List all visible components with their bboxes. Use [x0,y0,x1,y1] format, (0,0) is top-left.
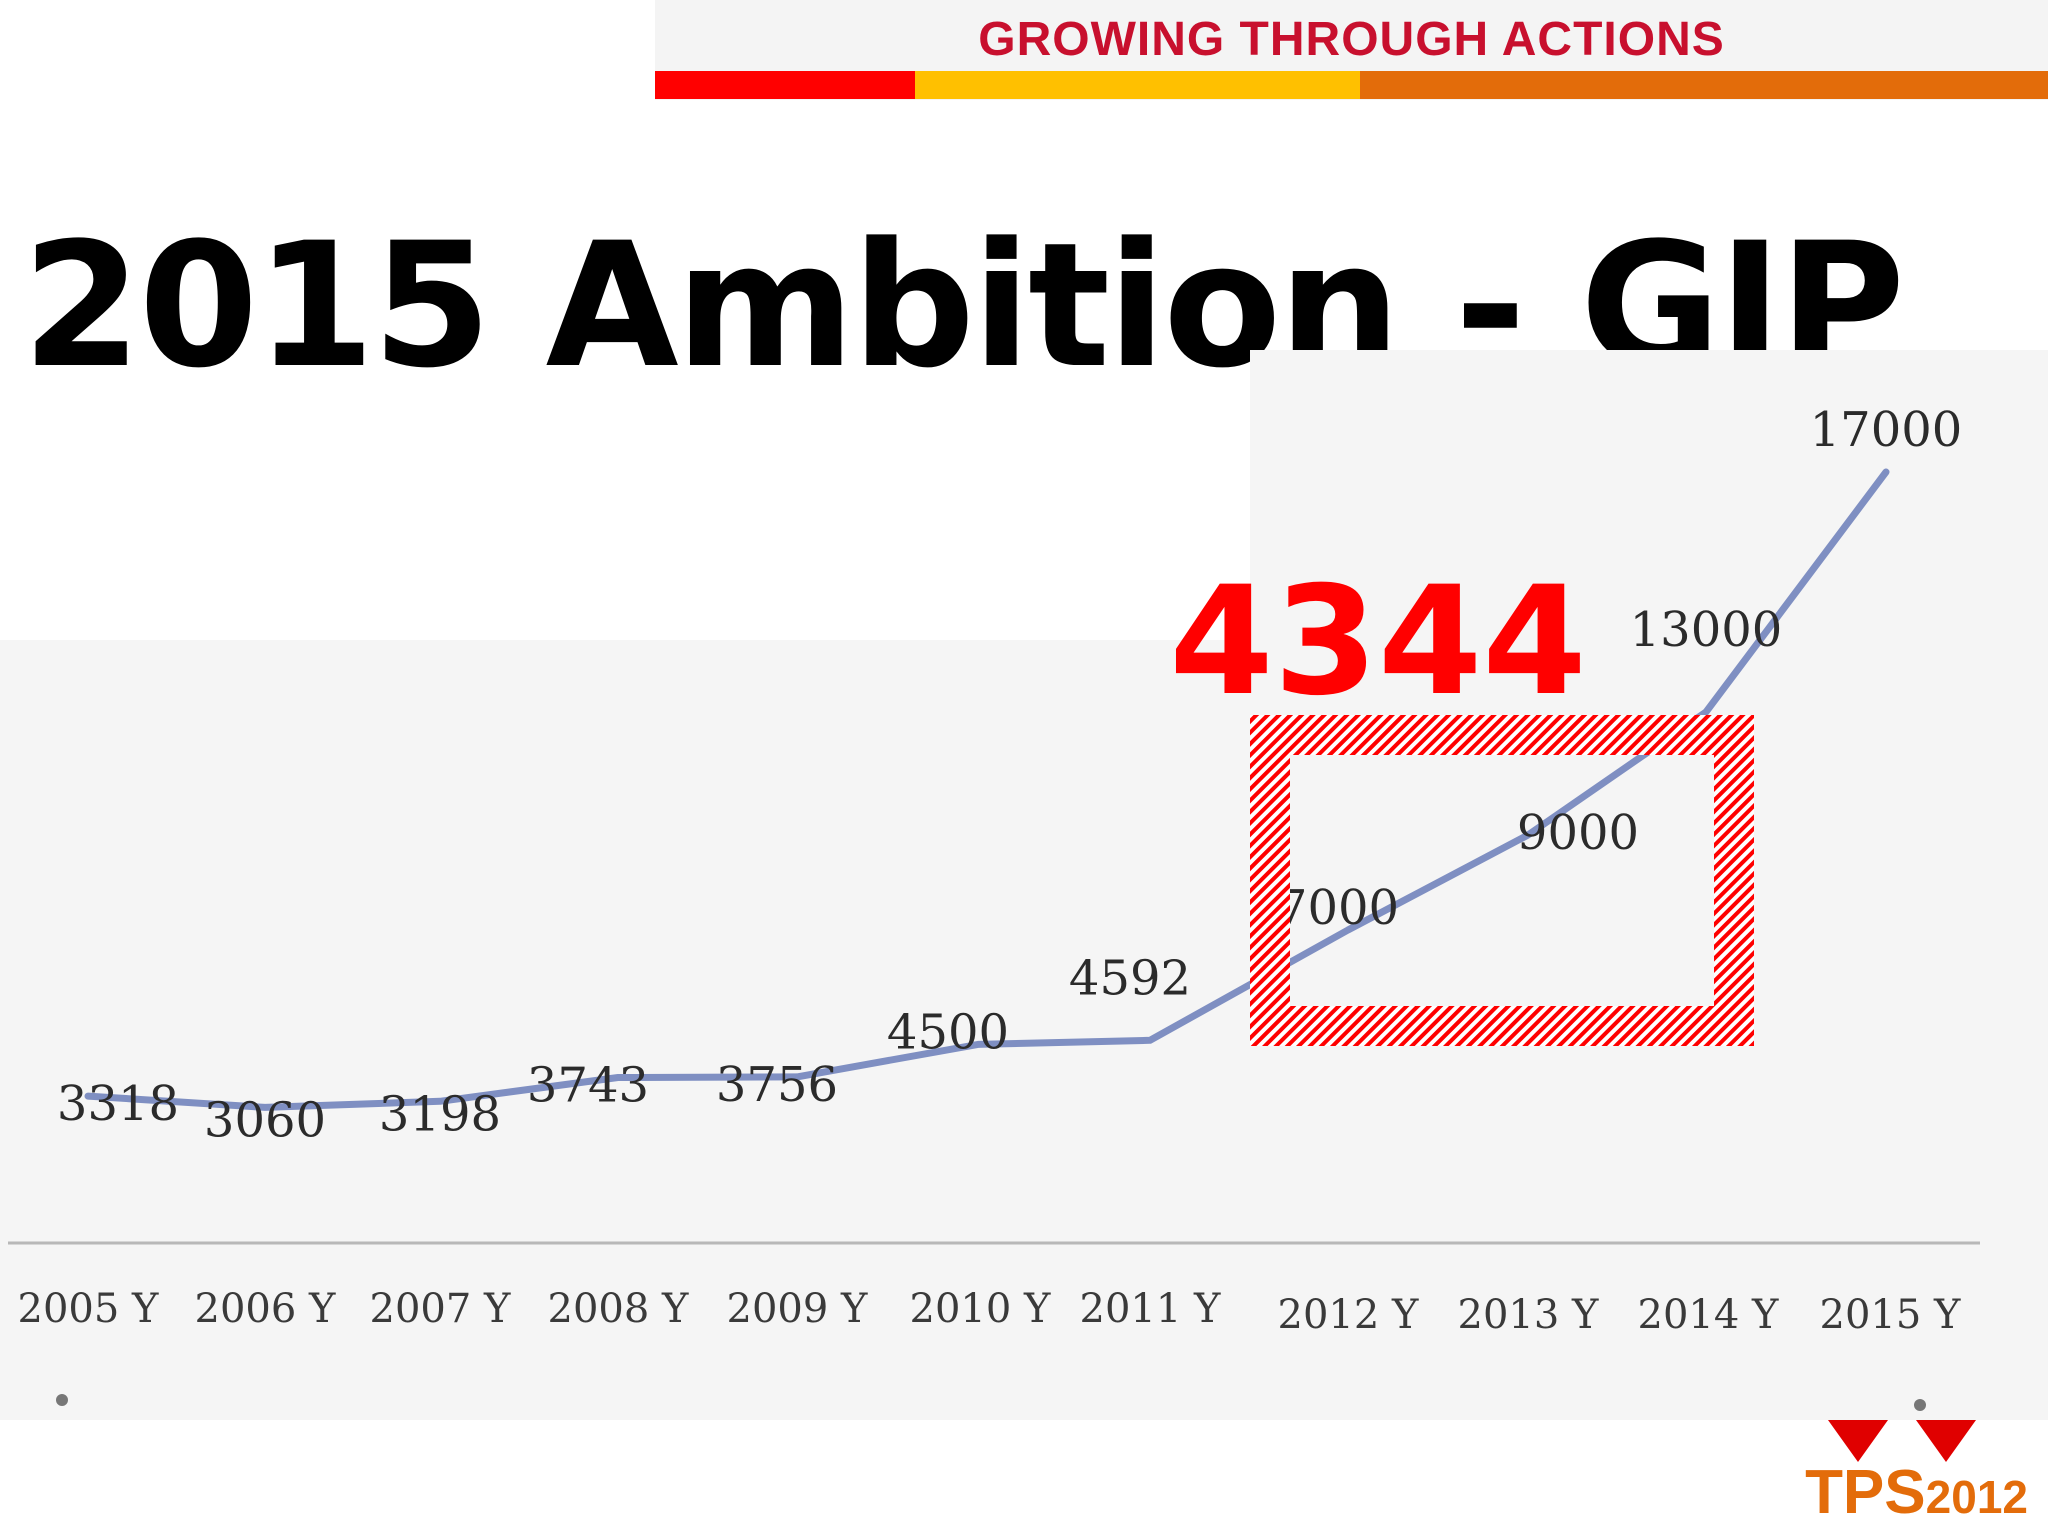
banner-title: GROWING THROUGH ACTIONS [978,13,1725,66]
data-point [1704,710,1708,714]
data-label: 4500 [887,1004,1009,1060]
highlight-value: 4344 [1169,555,1586,729]
bullet-dot-left [56,1394,68,1406]
data-point [1526,833,1530,837]
data-point [1884,470,1888,474]
x-tick-label: 2009 Y [727,1286,869,1332]
tps-logo: TPS2012 [1805,1408,2028,1528]
data-point [86,1094,90,1099]
bullet-dot-right [1914,1399,1926,1411]
stripe-orange [1360,71,2048,99]
logo-year: 2012 [1925,1471,2028,1523]
data-label: 7000 [1277,880,1399,936]
stripe-yellow [915,71,1360,99]
data-label: 13000 [1630,602,1783,658]
x-tick-label: 2015 Y [1820,1292,1962,1338]
x-tick-label: 2008 Y [548,1286,690,1332]
data-point [263,1105,267,1110]
data-label: 3756 [716,1057,838,1113]
data-point [1346,928,1350,932]
data-label: 3198 [379,1086,501,1142]
logo-mark-left [1828,1420,1888,1462]
logo-text: TPS2012 [1805,1457,2028,1528]
data-point [616,1075,620,1080]
data-label: 3318 [57,1076,179,1132]
stripe-red [655,71,915,99]
x-tick-label: 2014 Y [1638,1292,1780,1338]
chart-background-upper [1250,350,2048,650]
x-tick-label: 2007 Y [370,1286,512,1332]
data-label: 9000 [1517,805,1639,861]
data-label: 17000 [1810,402,1963,458]
logo-mark-right [1916,1420,1976,1462]
header-banner: GROWING THROUGH ACTIONS [655,0,2048,100]
logo-tps: TPS [1805,1458,1926,1527]
data-label: 3060 [204,1092,326,1148]
data-point [976,1042,980,1047]
highlight-box [1250,715,1754,1046]
x-tick-label: 2011 Y [1080,1286,1222,1332]
x-tick-label: 2013 Y [1458,1292,1600,1338]
x-tick-label: 2010 Y [910,1286,1052,1332]
data-point [438,1099,442,1104]
data-label: 4592 [1069,950,1191,1006]
x-tick-label: 2005 Y [18,1286,160,1332]
data-point [1148,1038,1152,1043]
x-tick-label: 2012 Y [1278,1292,1420,1338]
x-tick-label: 2006 Y [195,1286,337,1332]
data-point [795,1074,799,1079]
data-label: 3743 [527,1057,649,1113]
